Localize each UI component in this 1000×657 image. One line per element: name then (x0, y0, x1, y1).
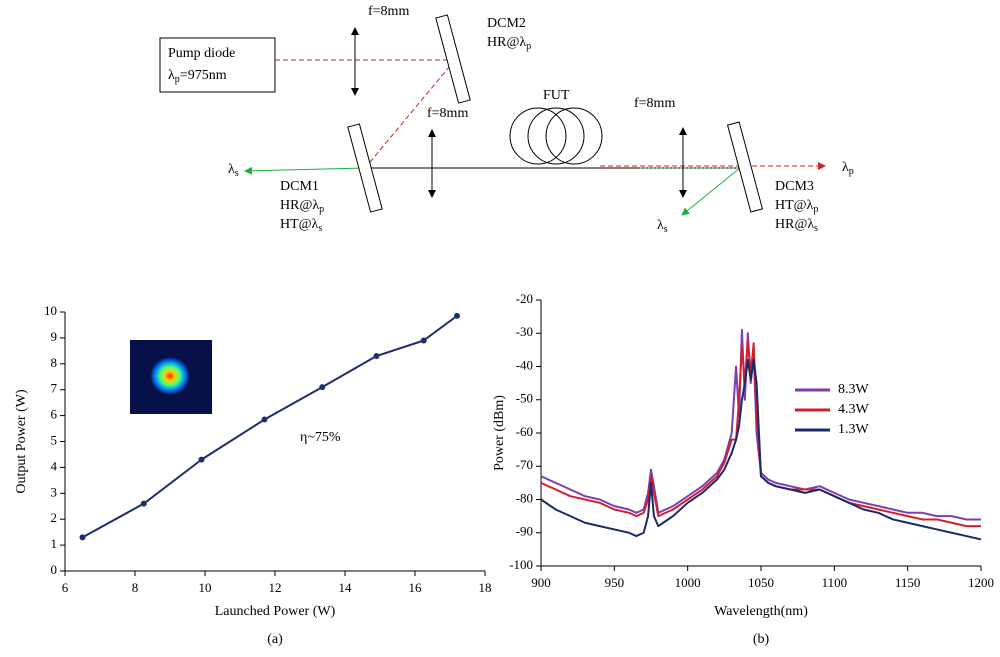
mirror (347, 123, 383, 213)
output-label: λs (657, 218, 668, 235)
data-point (373, 353, 380, 360)
y-tick-label: -50 (516, 391, 533, 406)
x-tick-label: 18 (479, 580, 492, 595)
y-tick-label: -20 (516, 291, 533, 306)
data-line (540, 338, 981, 528)
y-tick-label: 1 (51, 536, 58, 551)
data-point (261, 416, 268, 423)
data-point (79, 534, 86, 541)
data-line (82, 315, 458, 539)
fiber-label: FUT (543, 88, 570, 103)
x-tick-label: 1200 (968, 575, 994, 590)
legend-label: 4.3W (838, 402, 870, 417)
data-point (420, 337, 427, 344)
y-tick-label: -60 (516, 424, 533, 439)
data-point (319, 384, 326, 391)
caption: (b) (753, 632, 770, 647)
y-tick-label: 8 (51, 355, 58, 370)
lens-label: f=8mm (427, 106, 468, 121)
output-label: λs (228, 162, 239, 179)
y-tick-label: 2 (51, 510, 58, 525)
data-line (540, 328, 981, 521)
fiber-coil (509, 107, 603, 165)
beam-spot (150, 357, 190, 395)
data-line (540, 358, 982, 541)
caption: (a) (267, 632, 283, 647)
pump-box (159, 37, 276, 93)
x-tick-label: 1100 (822, 575, 848, 590)
y-tick-label: 7 (51, 381, 58, 396)
mirror-spec: HT@λp (775, 198, 818, 215)
lens-label: f=8mm (368, 4, 409, 19)
y-tick-label: 0 (51, 562, 58, 577)
y-tick-label: -100 (509, 557, 533, 572)
x-tick-label: 1000 (675, 575, 701, 590)
mirror-spec: HT@λs (280, 217, 322, 234)
x-tick-label: 950 (605, 575, 625, 590)
mirror-name: DCM3 (775, 179, 814, 194)
x-tick-label: 10 (199, 580, 212, 595)
x-tick-label: 1050 (748, 575, 774, 590)
y-tick-label: 4 (51, 458, 58, 473)
legend-label: 8.3W (838, 382, 870, 397)
y-tick-label: 3 (51, 484, 58, 499)
y-tick-label: -40 (516, 357, 533, 372)
x-tick-label: 8 (132, 580, 139, 595)
x-axis-label: Wavelength(nm) (714, 604, 808, 619)
x-axis-label: Launched Power (W) (215, 604, 336, 619)
mirror-spec: HR@λp (280, 198, 324, 215)
pump-name: Pump diode (168, 46, 235, 61)
y-tick-label: -70 (516, 457, 533, 472)
signal-output (244, 166, 366, 175)
mirror (435, 14, 471, 104)
data-point (454, 312, 460, 319)
y-tick-label: 6 (51, 407, 58, 422)
x-tick-label: 16 (409, 580, 423, 595)
mirror (726, 121, 764, 213)
mirror-label: DCM1 HR@λp HT@λs DCM2 HR@λp DCM3 HT@λp H… (280, 16, 818, 234)
data-point (140, 500, 147, 507)
y-axis-label: Output Power (W) (14, 389, 29, 494)
y-tick-label: -90 (516, 524, 533, 539)
legend-label: 1.3W (838, 422, 870, 437)
y-axis-label: Power (dBm) (492, 395, 507, 471)
mirror-spec: HR@λp (487, 35, 531, 52)
x-tick-label: 14 (339, 580, 353, 595)
mirror-name: DCM1 (280, 179, 319, 194)
x-tick-label: 1150 (895, 575, 921, 590)
y-tick-label: 10 (44, 303, 57, 318)
y-tick-label: -80 (516, 490, 533, 505)
x-tick-label: 900 (531, 575, 551, 590)
x-tick-label: 6 (62, 580, 69, 595)
y-tick-label: 9 (51, 329, 58, 344)
mirror-name: DCM2 (487, 16, 526, 31)
y-tick-label: 5 (51, 432, 58, 447)
annotation: η~75% (300, 430, 341, 445)
lens-label: f=8mm (634, 96, 675, 111)
pump-wavelength: λp=975nm (168, 68, 227, 85)
output-label: λp (842, 160, 854, 177)
mirror-spec: HR@λs (775, 217, 818, 234)
data-point (198, 456, 205, 463)
x-tick-label: 12 (269, 580, 282, 595)
setup-diagram: Pump diode λp=975nm f=8mm f=8mm f=8mm FU… (159, 4, 854, 235)
y-tick-label: -30 (516, 324, 533, 339)
signal-output (681, 167, 741, 216)
